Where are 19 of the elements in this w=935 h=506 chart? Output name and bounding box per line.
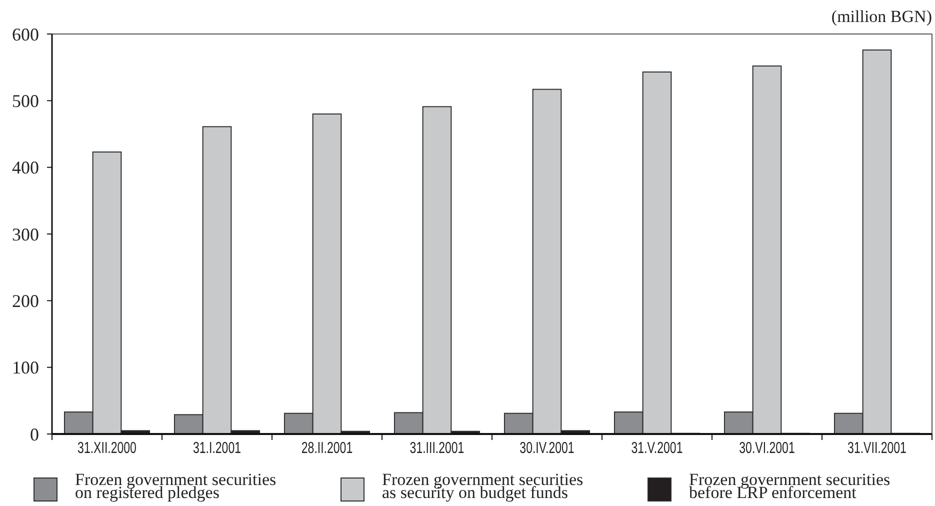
legend-label: Frozen government securities on registered pledges [75, 470, 276, 502]
y-tick-label: 300 [12, 224, 39, 244]
x-tick-label: 31.VII.2001 [848, 438, 907, 456]
x-tick-label: 31.I.2001 [192, 438, 242, 456]
legend-label: Frozen government securities before LRP enforcement [689, 470, 890, 502]
x-tick-label: 31.XII.2000 [78, 438, 137, 456]
legend-label: Frozen government securities as security on budget funds [382, 470, 584, 502]
y-tick-label: 200 [12, 290, 39, 311]
y-tick-label: 500 [12, 90, 39, 111]
y-axis-title: (million BGN) [831, 7, 932, 26]
y-tick-label: 400 [12, 158, 39, 178]
y-tick-label: 100 [12, 358, 39, 378]
x-tick-label: 31.V.2001 [631, 438, 683, 456]
x-tick-label: 28.II.2001 [301, 438, 353, 456]
x-tick-label: 30.IV.2001 [520, 438, 575, 456]
x-tick-label: 31.III.2001 [410, 438, 464, 456]
y-tick-label: 600 [12, 24, 39, 44]
x-tick-label: 30.VI.2001 [739, 438, 796, 456]
y-tick-label: 0 [30, 424, 39, 444]
